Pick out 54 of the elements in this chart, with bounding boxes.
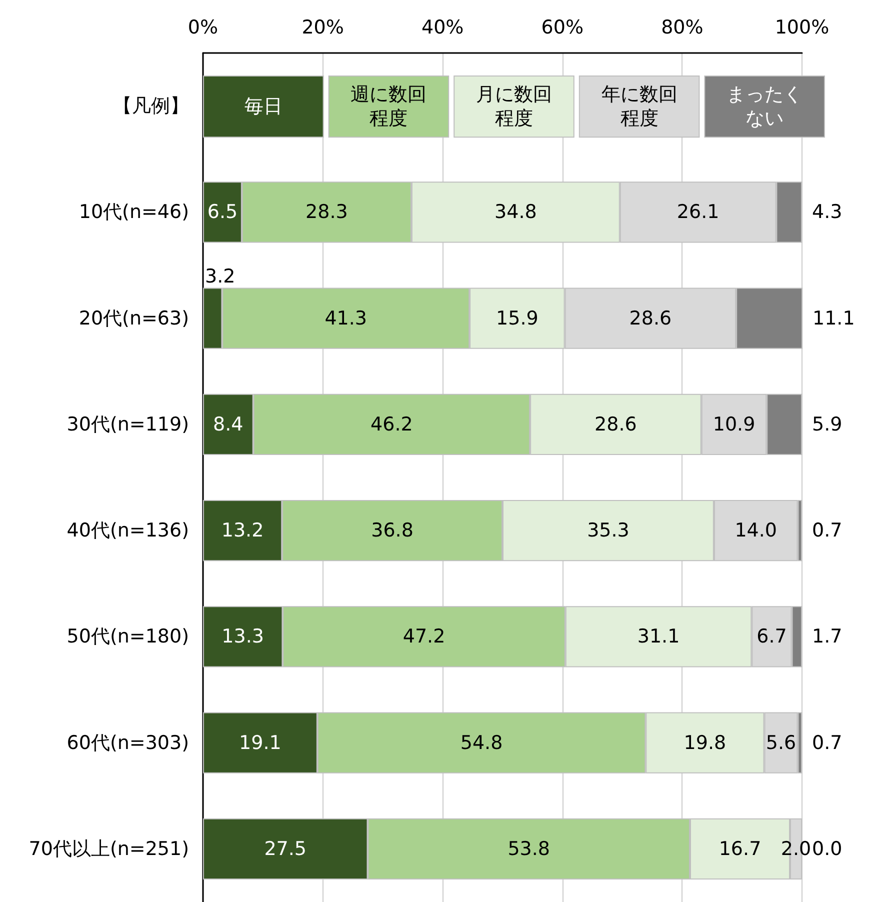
x-tick-label: 40% [421, 16, 464, 38]
data-label: 28.6 [594, 413, 637, 436]
text: 年に数回程度 [601, 84, 678, 130]
data-label: 47.2 [402, 626, 446, 648]
data-label: 5.6 [766, 732, 796, 754]
data-label: 3.2 [204, 265, 236, 288]
y-tick-label: 50代(n=180) [66, 626, 189, 648]
legend-title: 【凡例】 [113, 95, 189, 118]
data-label: 13.3 [222, 626, 264, 648]
data-label: 53.8 [508, 838, 550, 860]
data-label: 8.4 [213, 413, 244, 436]
y-tick-label: 10代(n=46) [78, 201, 189, 224]
data-label: 10.9 [712, 413, 756, 436]
data-label: 16.7 [718, 838, 762, 860]
data-label: 34.8 [494, 201, 537, 224]
text: 月に数回程度 [476, 84, 552, 130]
y-tick-label: 60代(n=303) [66, 732, 189, 754]
y-tick-label: 70代以上(n=251) [28, 838, 189, 860]
data-label: 28.3 [306, 201, 348, 224]
data-label: 36.8 [371, 520, 414, 542]
data-label: 2.0 [780, 838, 812, 860]
data-label: 41.3 [324, 307, 368, 330]
data-label: 28.6 [629, 307, 672, 330]
data-label: 0.0 [812, 838, 842, 860]
text: 週に数回程度 [350, 84, 427, 130]
data-label: 6.5 [207, 201, 238, 224]
data-label: 35.3 [587, 520, 630, 542]
data-label: 19.1 [239, 732, 282, 754]
data-label: 11.1 [812, 307, 855, 330]
data-label: 54.8 [460, 732, 503, 754]
data-label: 13.2 [221, 520, 264, 542]
x-tick-label: 0% [188, 16, 218, 38]
data-label: 31.1 [637, 626, 680, 648]
x-tick-label: 80% [661, 16, 704, 38]
x-tick-label: 60% [541, 16, 584, 38]
x-tick-label: 100% [774, 16, 830, 38]
y-tick-label: 20代(n=63) [78, 307, 189, 330]
data-label: 26.1 [676, 201, 720, 224]
data-label: 5.9 [812, 413, 842, 436]
y-tick-label: 40代(n=136) [66, 520, 189, 542]
text: 毎日 [244, 96, 282, 118]
data-label: 19.8 [684, 732, 726, 754]
data-label: 0.7 [812, 520, 842, 542]
data-label: 0.7 [812, 732, 842, 754]
data-label: 27.5 [264, 838, 307, 860]
text: まったくない [726, 84, 803, 130]
x-tick-label: 20% [302, 16, 344, 38]
data-label: 14.0 [734, 520, 778, 542]
data-label: 15.9 [496, 307, 538, 330]
data-label: 6.7 [756, 626, 787, 648]
data-label: 4.3 [812, 201, 842, 224]
data-label: 46.2 [370, 413, 413, 436]
y-tick-label: 30代(n=119) [66, 413, 189, 436]
data-label: 1.7 [812, 626, 842, 648]
